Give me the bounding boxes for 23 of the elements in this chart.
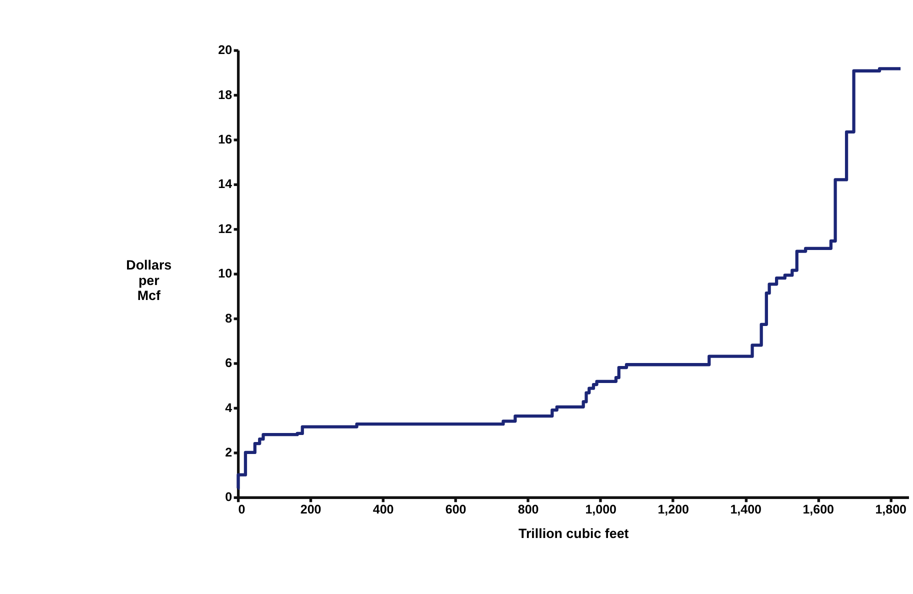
x-tick-label: 1,400 [730,502,762,517]
x-tick-label: 600 [445,502,466,517]
y-axis-title: Dollars per Mcf [126,258,172,304]
y-tick-label: 8 [225,311,232,326]
x-tick-label: 1,000 [585,502,617,517]
x-tick-label: 800 [518,502,539,517]
x-tick-label: 1,800 [875,502,907,517]
x-tick-label: 200 [300,502,322,517]
y-tick-label: 12 [218,222,232,236]
x-axis-title: Trillion cubic feet [518,526,630,541]
y-tick-label: 4 [225,400,232,415]
y-tick-label: 10 [218,266,232,281]
y-tick-label: 16 [218,132,232,147]
x-tick-label: 400 [372,502,394,517]
x-tick-label: 1,200 [658,502,690,517]
y-tick-label: 2 [225,446,232,460]
y-tick-label: 20 [218,43,232,58]
x-tick-label: 1,600 [802,502,834,517]
y-tick-label: 6 [225,356,232,370]
y-tick-label: 0 [225,490,232,504]
x-tick-label: 0 [238,502,246,517]
y-tick-label: 14 [218,177,232,192]
y-tick-label: 18 [218,88,232,102]
